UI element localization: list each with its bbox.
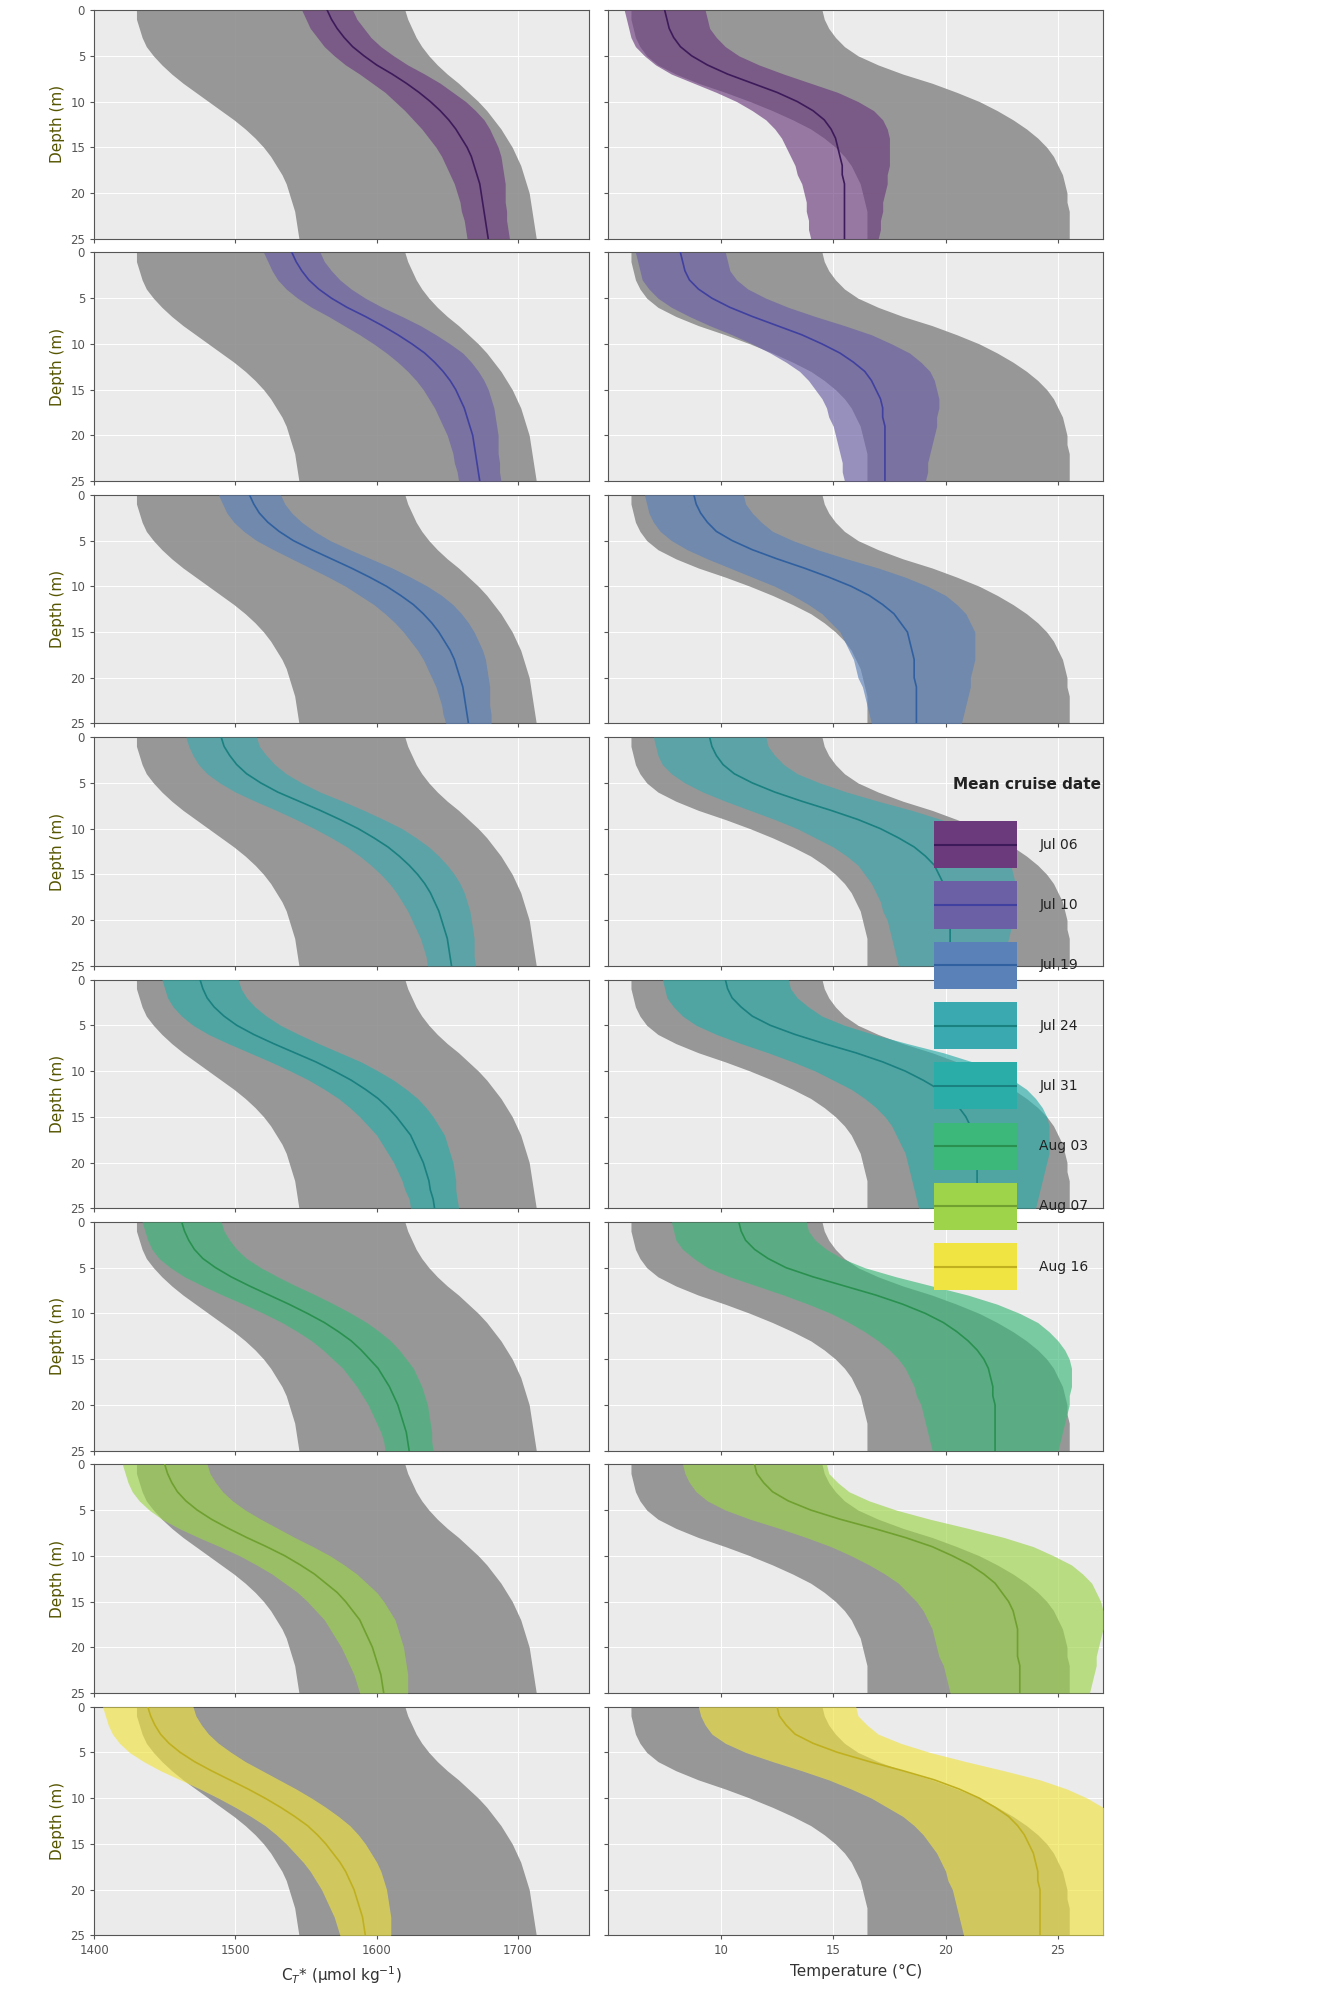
Y-axis label: Depth (m): Depth (m) xyxy=(50,1054,65,1133)
Text: Aug 07: Aug 07 xyxy=(1039,1200,1089,1214)
Text: Jul 19: Jul 19 xyxy=(1039,958,1078,972)
Text: Aug 16: Aug 16 xyxy=(1039,1260,1089,1274)
Y-axis label: Depth (m): Depth (m) xyxy=(50,1540,65,1617)
Y-axis label: Depth (m): Depth (m) xyxy=(50,329,65,405)
Text: Aug 03: Aug 03 xyxy=(1039,1139,1089,1153)
Bar xyxy=(934,941,1017,990)
Bar xyxy=(934,881,1017,929)
Bar xyxy=(934,1062,1017,1109)
Text: Mean cruise date: Mean cruise date xyxy=(953,776,1101,792)
Y-axis label: Depth (m): Depth (m) xyxy=(50,1296,65,1375)
Bar xyxy=(934,1183,1017,1230)
Text: Jul 10: Jul 10 xyxy=(1039,897,1078,911)
Bar xyxy=(934,1123,1017,1169)
Y-axis label: Depth (m): Depth (m) xyxy=(50,1782,65,1861)
Text: Jul 24: Jul 24 xyxy=(1039,1018,1078,1032)
Y-axis label: Depth (m): Depth (m) xyxy=(50,85,65,163)
Bar xyxy=(934,1244,1017,1290)
Text: Jul 31: Jul 31 xyxy=(1039,1079,1078,1093)
X-axis label: C$_T$* (µmol kg$^{-1}$): C$_T$* (µmol kg$^{-1}$) xyxy=(281,1964,402,1986)
Y-axis label: Depth (m): Depth (m) xyxy=(50,571,65,649)
Text: Jul 06: Jul 06 xyxy=(1039,839,1078,851)
Bar xyxy=(934,1002,1017,1048)
Bar xyxy=(934,821,1017,869)
X-axis label: Temperature (°C): Temperature (°C) xyxy=(789,1964,922,1980)
Y-axis label: Depth (m): Depth (m) xyxy=(50,812,65,891)
